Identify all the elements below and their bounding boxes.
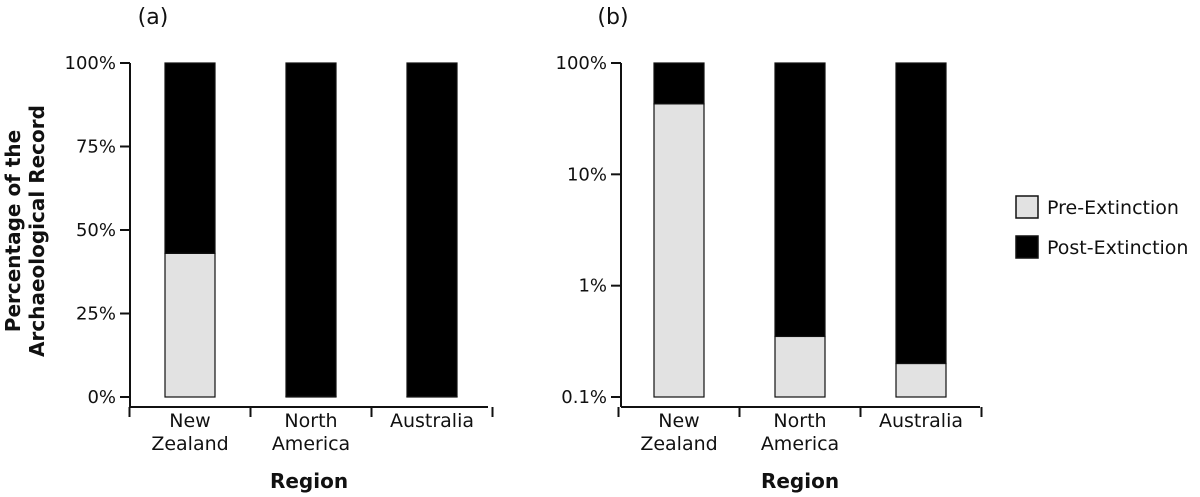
x-axis-title-a: Region [270,469,348,493]
x-category-label-b-australia-line-1: Australia [879,410,963,432]
bar-b-australia-pre-extinction [895,362,947,398]
bar-a-new-zealand-pre-extinction [164,252,216,398]
y-tick-label-a-2: 50% [76,220,116,241]
x-category-label-a-north-america-line-1: North [284,410,337,432]
x-category-label-b-new-zealand-line-2: Zealand [640,433,717,455]
legend-swatch-post-extinction [1015,235,1039,259]
x-category-label-a-australia-line-1: Australia [390,410,474,432]
bar-a-new-zealand-post-extinction [164,62,216,254]
bar-b-north-america-pre-extinction [774,335,826,398]
panel-label-b: (b) [597,5,628,30]
bar-b-australia-post-extinction [895,62,947,365]
y-tick-label-b-0: 0.1% [561,387,607,408]
y-tick-label-b-1: 1% [578,276,607,297]
y-axis-title: Percentage of the Archaeological Record [1,105,49,357]
bar-a-north-america-post-extinction [285,62,337,397]
y-tick-label-a-1: 25% [76,304,116,325]
bar-b-new-zealand-post-extinction [653,62,705,105]
x-category-label-b-north-america-line-1: North [773,410,826,432]
y-tick-label-a-3: 75% [76,137,116,158]
x-category-label-a-north-america-line-2: America [272,433,350,455]
y-tick-label-b-3: 100% [556,53,607,74]
y-tick-label-a-4: 100% [65,53,116,74]
y-axis-title-line-2: Archaeological Record [25,105,49,357]
y-tick-label-a-0: 0% [87,387,116,408]
legend-swatch-pre-extinction [1015,195,1039,219]
y-tick-label-b-2: 10% [567,164,607,185]
bar-a-australia-post-extinction [406,62,458,398]
x-category-label-b-north-america-line-2: America [761,433,839,455]
legend-label-post-extinction: Post-Extinction [1047,237,1188,259]
legend-label-pre-extinction: Pre-Extinction [1047,197,1179,219]
legend: Pre-Extinction Post-Extinction [1015,195,1188,259]
y-axis-title-line-1: Percentage of the [1,130,25,332]
bar-b-north-america-post-extinction [774,62,826,338]
bar-b-new-zealand-pre-extinction [653,103,705,398]
x-category-label-a-new-zealand-line-2: Zealand [151,433,228,455]
x-axis-title-b: Region [761,469,839,493]
x-category-label-b-new-zealand-line-1: New [658,410,699,432]
panel-label-a: (a) [138,5,169,30]
x-category-label-a-new-zealand-line-1: New [169,410,210,432]
